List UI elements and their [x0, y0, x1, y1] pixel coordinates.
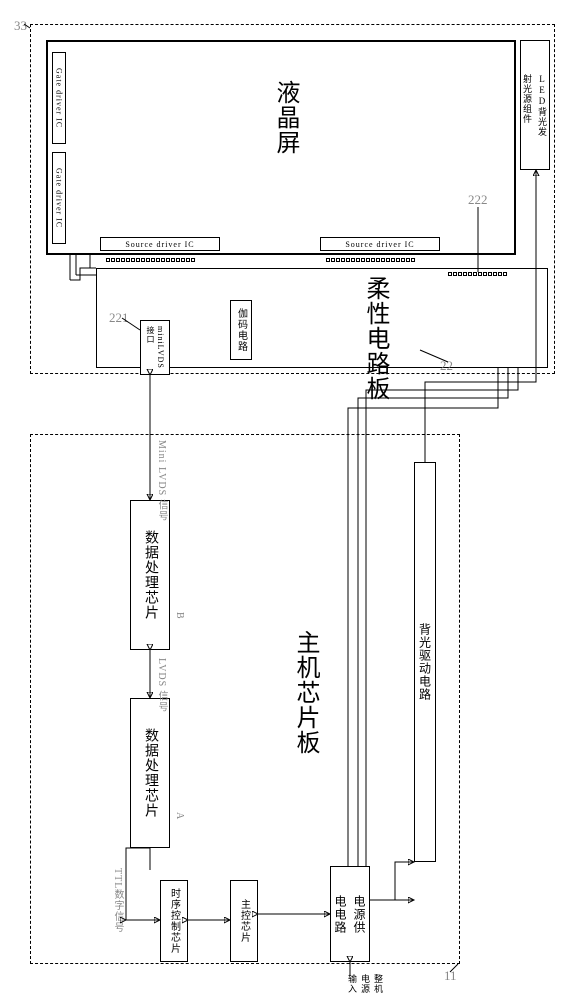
data-chip-a: 数据处理芯片 — [130, 698, 170, 848]
ref-222: 222 — [468, 192, 488, 208]
ref-33: 33 — [14, 18, 27, 34]
chip-a-suffix: A — [174, 812, 185, 819]
flex-connector-1 — [106, 258, 195, 262]
sig-minilvds: Mini LVDS 信号 — [154, 440, 169, 522]
flex-connector-2 — [326, 258, 415, 262]
power-input-label: 整机电源输入 — [346, 974, 385, 1000]
lcd-title: 液晶屏 — [268, 80, 303, 155]
led-backlight: 射光源组件 LED背光发 — [520, 40, 550, 170]
ref-22: 22 — [440, 358, 453, 374]
gamma-circuit: 伽码电路 — [230, 300, 252, 360]
flex-connector-3 — [448, 272, 507, 276]
backlight-drive: 背光驱动电路 — [414, 462, 436, 862]
source-driver-ic-2: Source driver IC — [320, 237, 440, 251]
sig-lvds: LVDS 信号 — [154, 658, 169, 713]
sig-ttl: TTL数字信号 — [110, 868, 125, 933]
ref-11: 11 — [444, 968, 457, 984]
source-driver-ic-1: Source driver IC — [100, 237, 220, 251]
main-title: 主机芯片板 — [288, 630, 323, 755]
gate-driver-ic-1: Gate driver IC — [52, 52, 66, 144]
chip-b-suffix: B — [174, 612, 185, 619]
gate-driver-ic-2: Gate driver IC — [52, 152, 66, 244]
minilvds-interface: 接口 miniLVDS — [140, 320, 170, 375]
timing-chip: 时序控制芯片 — [160, 880, 188, 962]
flex-title: 柔性电路板 — [358, 276, 393, 401]
ref-221: 221 — [109, 310, 129, 326]
data-chip-b: 数据处理芯片 — [130, 500, 170, 650]
main-control-chip: 主控芯片 — [230, 880, 258, 962]
power-supply: 电电路 电源供 — [330, 866, 370, 962]
